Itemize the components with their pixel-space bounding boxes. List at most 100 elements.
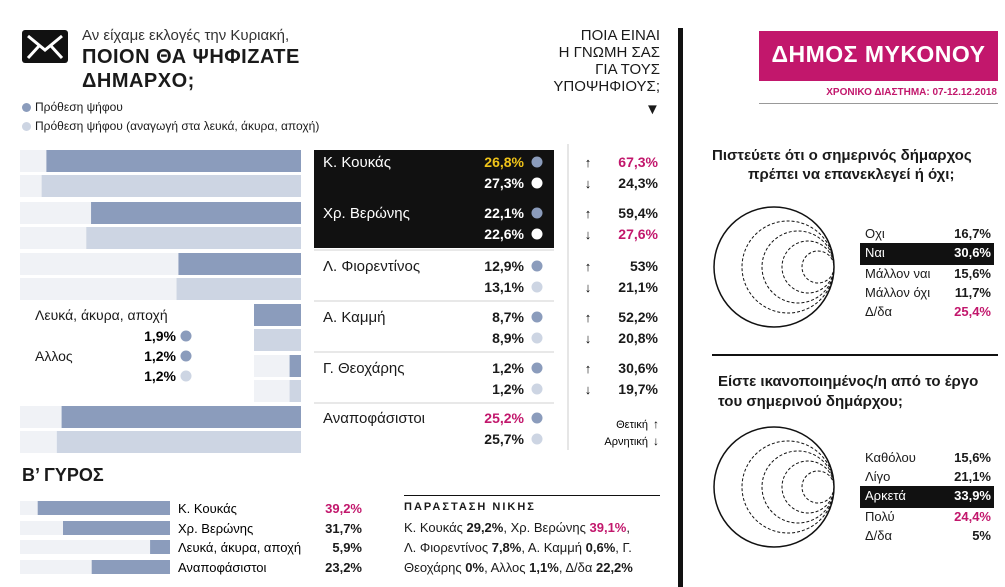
bar-blank-intention — [255, 304, 301, 326]
intention-value: 8,7% — [492, 309, 524, 325]
intention-dot — [531, 260, 543, 272]
poll-inner-circle — [801, 470, 835, 504]
poll1-list: Οχι 16,7% Ναι 30,6% Μάλλον ναι 15,6% Μάλλον όχ… — [860, 226, 995, 341]
reduced-value: 1,2% — [492, 381, 524, 397]
poll-option-label: Πολύ — [865, 509, 895, 524]
bar-intention — [91, 202, 301, 224]
victory-divider — [404, 495, 660, 496]
arrow-up-icon: ↑ — [585, 310, 592, 325]
envelope-icon — [22, 30, 68, 63]
reduced-dot — [531, 383, 543, 395]
round-b-value: 23,2% — [325, 560, 362, 575]
candidate-name: Α. Καμμή — [323, 309, 385, 326]
bar-reduced — [176, 278, 301, 300]
reduced-value: 13,1% — [484, 279, 524, 295]
round-b-name: Αναποφάσιστοι — [178, 560, 267, 575]
intention-dot — [531, 207, 543, 219]
reduced-value: 22,6% — [484, 226, 524, 242]
negative-value: 19,7% — [618, 381, 658, 397]
opinion-header-line3: ΓΙΑ ΤΟΥΣ — [595, 61, 660, 78]
poll-option-value: 11,7% — [954, 285, 991, 300]
reduced-dot — [531, 177, 543, 189]
bar-blank-reduced — [255, 329, 301, 351]
intention-value: 12,9% — [484, 258, 524, 274]
intention-dot — [531, 362, 543, 374]
arrow-up-icon: ↑ — [585, 155, 592, 170]
round-b-bar — [91, 560, 170, 574]
poll-option-label: Καθόλου — [865, 450, 916, 465]
opinion-header-line1: ΠΟΙΑ ΕΙΝΑΙ — [580, 27, 660, 44]
negative-value: 27,6% — [618, 226, 658, 242]
legend-intention-label: Πρόθεση ψήφου — [35, 100, 123, 114]
blank-votes-label: Λευκά, άκυρα, αποχή — [35, 307, 168, 323]
poll-highlight-box — [860, 243, 994, 265]
down-marker-icon: ▼ — [645, 101, 660, 118]
municipality-divider — [759, 103, 998, 104]
intention-dot — [531, 311, 543, 323]
positive-value: 30,6% — [618, 360, 658, 376]
positive-value: 67,3% — [618, 154, 658, 170]
victory-line1: Κ. Κουκάς 29,2%, Χρ. Βερώνης 39,1%, — [404, 520, 630, 535]
positive-value: 52,2% — [618, 309, 658, 325]
candidate-name: Χρ. Βερώνης — [323, 205, 410, 222]
reduced-dot — [531, 433, 543, 445]
opinion-table: ↑ 67,3% ↓ 24,3% ↑ 59,4% ↓ 27,6% ↑ 53% ↓ 21,1% ↑ 52,2%… — [567, 144, 659, 450]
round-b-value: 5,9% — [332, 540, 362, 555]
reduced-value: 27,3% — [484, 175, 524, 191]
poll2-title-line1: Είστε ικανοποιημένος/η από το έργο — [718, 373, 979, 390]
reduced-value: 25,7% — [484, 431, 524, 447]
candidate-name: Αναποφάσιστοι — [323, 410, 425, 427]
positive-value: 53% — [630, 258, 659, 274]
intention-value: 25,2% — [484, 410, 524, 426]
poll-option-label: Αρκετά — [865, 488, 906, 503]
other-intention-dot — [180, 350, 192, 362]
poll-option-value: 33,9% — [954, 488, 991, 503]
poll-option-value: 25,4% — [954, 304, 991, 319]
other-reduced-value: 1,2% — [144, 368, 176, 384]
negative-value: 20,8% — [618, 330, 658, 346]
intention-value: 26,8% — [484, 154, 524, 170]
arrow-up-icon: ↑ — [585, 259, 592, 274]
round-b-name: Κ. Κουκάς — [178, 501, 237, 516]
poll-inner-circle — [801, 250, 835, 284]
blank-intention-value: 1,9% — [144, 328, 176, 344]
poll2-list: Καθόλου 15,6% Λίγο 21,1% Αρκετά 33,9% Πολύ 24,4… — [860, 450, 995, 565]
arrow-down-icon: ↓ — [585, 227, 592, 242]
other-reduced-dot — [180, 370, 192, 382]
reduced-dot — [531, 332, 543, 344]
poll-option-value: 5% — [972, 528, 991, 543]
other-intention-value: 1,2% — [144, 348, 176, 364]
candidate-name: Γ. Θεοχάρης — [323, 360, 405, 377]
reduced-dot — [531, 228, 543, 240]
poll-option-value: 15,6% — [954, 450, 991, 465]
poll-option-label: Δ/δα — [865, 528, 893, 543]
poll-outer-circle — [713, 426, 835, 548]
arrow-down-icon: ↓ — [585, 331, 592, 346]
negative-value: 24,3% — [618, 175, 658, 191]
poll-option-label: Λίγο — [865, 469, 891, 484]
header-question-line1: ΠΟΙΟΝ ΘΑ ΨΗΦΙΖΑΤΕ — [82, 46, 300, 68]
bar-intention — [61, 406, 301, 428]
round-b-name: Λευκά, άκυρα, αποχή — [178, 540, 301, 555]
bar-reduced — [86, 227, 301, 249]
poll-option-value: 16,7% — [954, 226, 991, 241]
arrow-up-icon: ↑ — [585, 206, 592, 221]
round-b-name: Χρ. Βερώνης — [178, 521, 253, 536]
bar-intention — [178, 253, 301, 275]
positive-value: 59,4% — [618, 205, 658, 221]
municipality-banner — [759, 31, 998, 81]
poll-option-label: Οχι — [865, 226, 885, 241]
poll1-circles — [713, 206, 835, 328]
candidate-name: Κ. Κουκάς — [323, 154, 391, 171]
poll-option-label: Ναι — [865, 245, 885, 260]
poll-outer-circle — [713, 206, 835, 328]
poll1-title-line1: Πιστεύετε ότι ο σημερινός δήμαρχος — [712, 147, 972, 164]
other-label: Αλλος — [35, 348, 73, 364]
header-subtitle: Αν είχαμε εκλογές την Κυριακή, — [82, 27, 290, 44]
reduced-dot — [531, 281, 543, 293]
poll2-circles — [713, 426, 835, 548]
poll-option-label: Μάλλον ναι — [865, 266, 931, 281]
round-b-title: Β’ ΓΥΡΟΣ — [22, 465, 104, 485]
legend-reduced-label: Πρόθεση ψήφου (αναγωγή στα λευκά, άκυρα,… — [35, 119, 320, 133]
poll-inner-circle — [781, 240, 835, 294]
